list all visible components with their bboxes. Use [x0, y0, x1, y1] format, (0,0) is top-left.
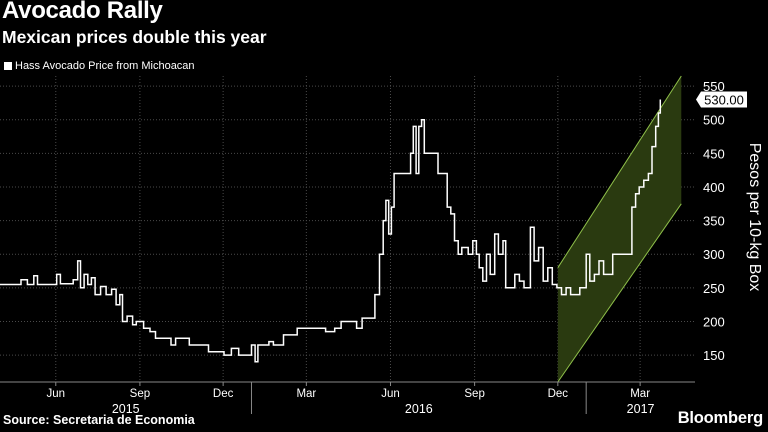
y-tick-label: 350 [703, 214, 725, 229]
last-value-label: 530.00 [704, 93, 744, 108]
x-tick-label: Sep [130, 388, 150, 400]
brand-logo: Bloomberg [677, 409, 763, 427]
x-tick-label: Jun [381, 388, 400, 400]
price-line [0, 99, 662, 363]
legend: Hass Avocado Price from Michoacan [4, 60, 195, 72]
trend-channel [557, 75, 682, 383]
y-tick-label: 450 [703, 146, 725, 161]
last-value-badge: 530.00 [696, 91, 747, 108]
legend-swatch [4, 62, 12, 70]
axes: 150 200 250 300 350 400 450 500 550 Jun Sep Dec Mar J… [0, 79, 763, 416]
y-axis-title: Pesos per 10-kg Box [746, 143, 763, 292]
x-tick-label: Sep [464, 388, 484, 400]
y-tick-label: 550 [703, 79, 725, 94]
x-tick-label: Dec [213, 388, 234, 400]
source-note: Source: Secretaria de Economia [3, 413, 195, 427]
labels: 530.00 [696, 91, 747, 108]
year-label: 2017 [627, 402, 655, 416]
series [0, 99, 662, 363]
chart-title: Avocado Rally [2, 0, 163, 24]
y-tick-label: 200 [703, 314, 725, 329]
x-tick-label: Jun [47, 388, 66, 400]
y-tick-label: 150 [703, 348, 725, 363]
legend-label: Hass Avocado Price from Michoacan [15, 60, 195, 72]
year-label: 2015 [112, 402, 140, 416]
y-tick-label: 250 [703, 281, 725, 296]
x-tick-label: Mar [296, 388, 316, 400]
chart-subtitle: Mexican prices double this year [2, 27, 267, 47]
y-tick-label: 300 [703, 247, 725, 262]
x-tick-label: Mar [630, 388, 650, 400]
trend-channel-lower [557, 203, 682, 383]
last-value-box [696, 91, 747, 108]
grid [0, 76, 695, 382]
y-tick-label: 500 [703, 113, 725, 128]
x-tick-label: Dec [548, 388, 569, 400]
y-tick-label: 400 [703, 180, 725, 195]
trend-channel-fill [557, 76, 682, 382]
year-label: 2016 [405, 402, 433, 416]
